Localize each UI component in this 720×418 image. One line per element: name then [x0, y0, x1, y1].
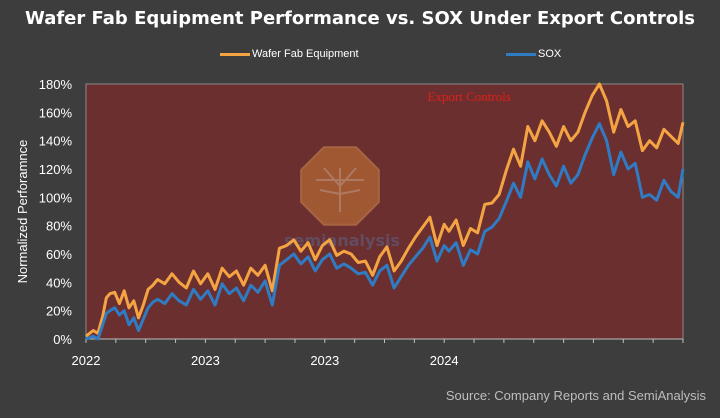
y-tick-label: 0% — [53, 332, 72, 347]
chart-title: Wafer Fab Equipment Performance vs. SOX … — [24, 8, 695, 29]
legend-label-sox: SOX — [538, 48, 562, 60]
x-tick-label: 2022 — [72, 353, 101, 368]
legend: Wafer Fab Equipment SOX — [0, 48, 720, 64]
series-layer — [85, 82, 685, 341]
x-tick-label: 2023 — [310, 353, 339, 368]
watermark-tree-branch — [339, 167, 357, 187]
legend-label-wafer-fab-equipment: Wafer Fab Equipment — [252, 48, 359, 60]
legend-swatch-wafer-fab-equipment — [220, 52, 250, 56]
legend-swatch-sox — [506, 52, 536, 56]
watermark-tree-branch — [319, 189, 341, 195]
series-line-sox — [85, 122, 685, 341]
export-controls-annotation: Export Controls — [427, 89, 510, 104]
x-tick-label: 2024 — [430, 353, 459, 368]
series-line-wafer-fab-equipment — [85, 82, 685, 338]
y-axis-label: Normalized Perforamnce — [15, 140, 30, 284]
y-tick-label: 120% — [39, 162, 73, 177]
x-tick-label: 2023 — [191, 353, 220, 368]
watermark-tree-branch — [339, 189, 361, 195]
semianalysis-logo-watermark: semianalysis — [284, 146, 400, 250]
y-tick-label: 100% — [39, 190, 73, 205]
y-tick-label: 60% — [46, 247, 72, 262]
y-tick-label: 160% — [39, 105, 73, 120]
source-note: Source: Company Reports and SemiAnalysis — [445, 388, 706, 403]
y-tick-label: 140% — [39, 134, 73, 149]
legend-item-wafer-fab-equipment: Wafer Fab Equipment — [220, 48, 359, 60]
y-tick-label: 20% — [46, 304, 72, 319]
legend-item-sox: SOX — [506, 48, 561, 60]
y-tick-label: 80% — [46, 219, 72, 234]
y-axis: 0% 20% 40% 60% 80% 100% 120% 140% 160% 180% — [39, 77, 73, 347]
watermark-text: semianalysis — [284, 231, 400, 250]
y-tick-label: 40% — [46, 275, 72, 290]
watermark-tree-branch — [323, 167, 341, 187]
x-axis: 2022 2023 2023 2024 — [72, 338, 684, 368]
y-tick-label: 180% — [39, 77, 73, 92]
plot-area — [85, 83, 684, 340]
